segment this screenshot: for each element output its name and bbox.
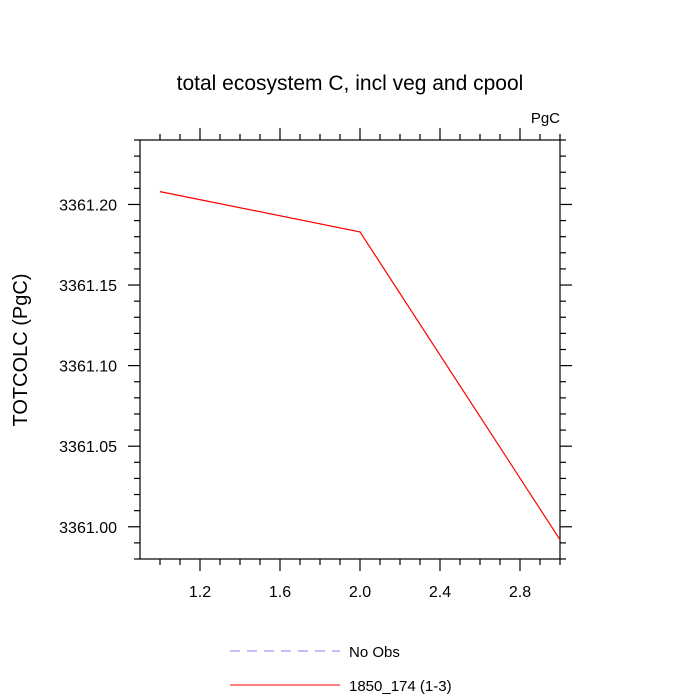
x-tick-label: 2.0	[349, 584, 371, 601]
series-lines	[159, 191, 561, 541]
x-tick-label: 1.2	[189, 584, 211, 601]
units-label: PgC	[531, 110, 560, 127]
y-tick-label: 3361.20	[59, 197, 117, 214]
y-tick-label: 3361.05	[59, 439, 117, 456]
legend-label-no-obs: No Obs	[349, 644, 400, 661]
axis-ticks	[128, 128, 572, 571]
chart-title: total ecosystem C, incl veg and cpool	[177, 72, 524, 95]
y-axis-label: TOTCOLC (PgC)	[10, 274, 32, 427]
legend-label-1850-174: 1850_174 (1-3)	[349, 678, 452, 695]
y-tick-label: 3361.15	[59, 278, 117, 295]
axis-tick-labels: 1.2 1.6 2.0 2.4 2.8 3361.00 3361.05 3361.10 3361…	[59, 197, 531, 601]
y-tick-label: 3361.00	[59, 520, 117, 537]
x-tick-label: 1.6	[269, 584, 291, 601]
x-tick-label: 2.4	[429, 584, 451, 601]
x-tick-label: 2.8	[509, 584, 531, 601]
legend: No Obs 1850_174 (1-3)	[230, 644, 452, 695]
series-line-1850-174	[159, 191, 561, 541]
y-tick-label: 3361.10	[59, 359, 117, 376]
plot-frame	[139, 139, 561, 560]
